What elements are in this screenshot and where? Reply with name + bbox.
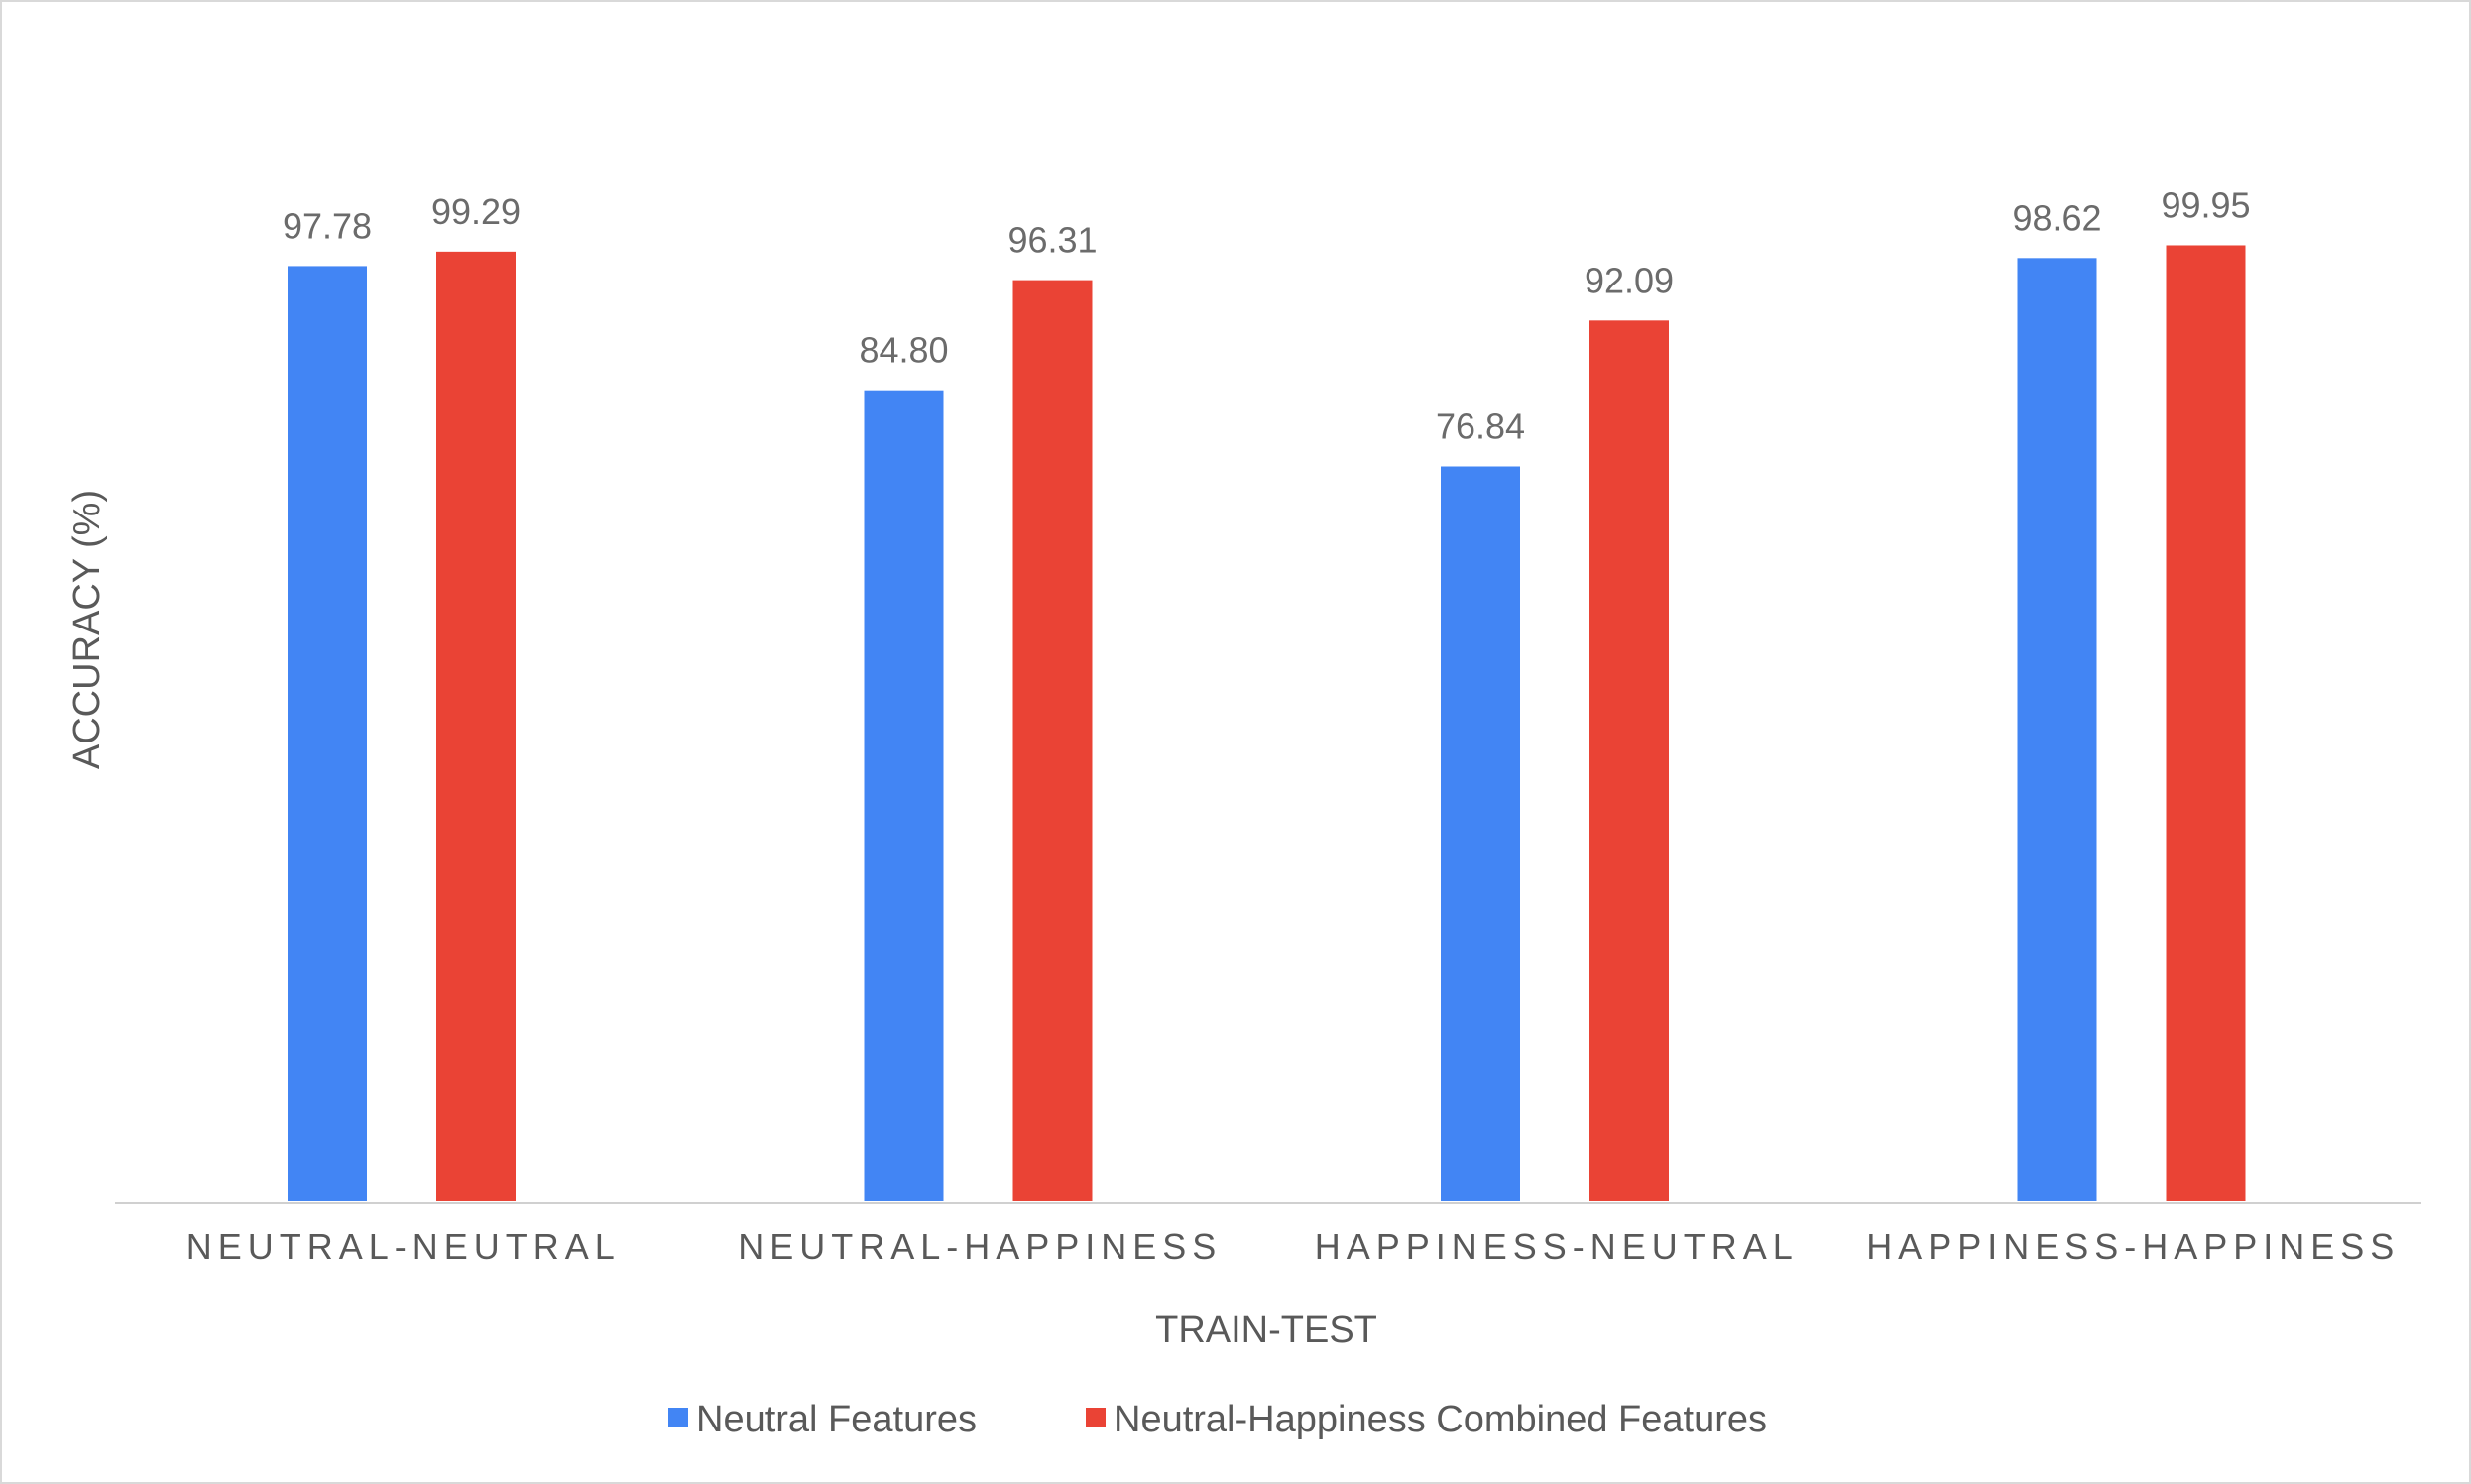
bar-combined-neutral-neutral (436, 251, 516, 1201)
data-labels-layer: 97.78 99.29 84.80 96.31 76.84 92.09 98.62 99.95 (283, 184, 2251, 446)
data-label: 76.84 (1436, 405, 1525, 446)
x-tick-label: HAPPINESS-NEUTRAL (1315, 1226, 1799, 1267)
x-tick-labels: NEUTRAL-NEUTRAL NEUTRAL-HAPPINESS HAPPINES… (186, 1226, 2400, 1267)
data-label: 98.62 (2012, 197, 2101, 238)
x-tick-label: NEUTRAL-NEUTRAL (186, 1226, 621, 1267)
legend-label-neutral: Neutral Features (696, 1399, 977, 1440)
legend-swatch-combined (1086, 1408, 1106, 1427)
bar-neutral-happiness-neutral (1441, 466, 1520, 1201)
legend-swatch-neutral (668, 1408, 688, 1427)
bar-combined-happiness-neutral (1589, 320, 1669, 1201)
bar-combined-happiness-happiness (2166, 245, 2246, 1202)
bars-layer (288, 245, 2246, 1202)
bar-combined-neutral-happiness (1012, 280, 1093, 1201)
data-label: 96.31 (1007, 220, 1097, 261)
y-axis-title: ACCURACY (%) (66, 490, 108, 769)
x-tick-label: NEUTRAL-HAPPINESS (738, 1226, 1222, 1267)
data-label: 99.29 (431, 191, 521, 232)
data-label: 92.09 (1585, 260, 1674, 300)
bar-neutral-happiness-happiness (2017, 258, 2097, 1201)
legend-label-combined: Neutral-Happiness Combined Features (1114, 1399, 1767, 1440)
data-label: 97.78 (283, 205, 372, 246)
data-label: 84.80 (859, 330, 948, 371)
x-tick-label: HAPPINESS-HAPPINESS (1866, 1226, 2400, 1267)
legend: Neutral Features Neutral-Happiness Combin… (668, 1399, 1767, 1440)
data-label: 99.95 (2161, 184, 2250, 225)
bar-neutral-neutral-happiness (864, 390, 944, 1201)
bar-neutral-neutral-neutral (288, 266, 367, 1202)
x-axis-title: TRAIN-TEST (1155, 1310, 1377, 1351)
